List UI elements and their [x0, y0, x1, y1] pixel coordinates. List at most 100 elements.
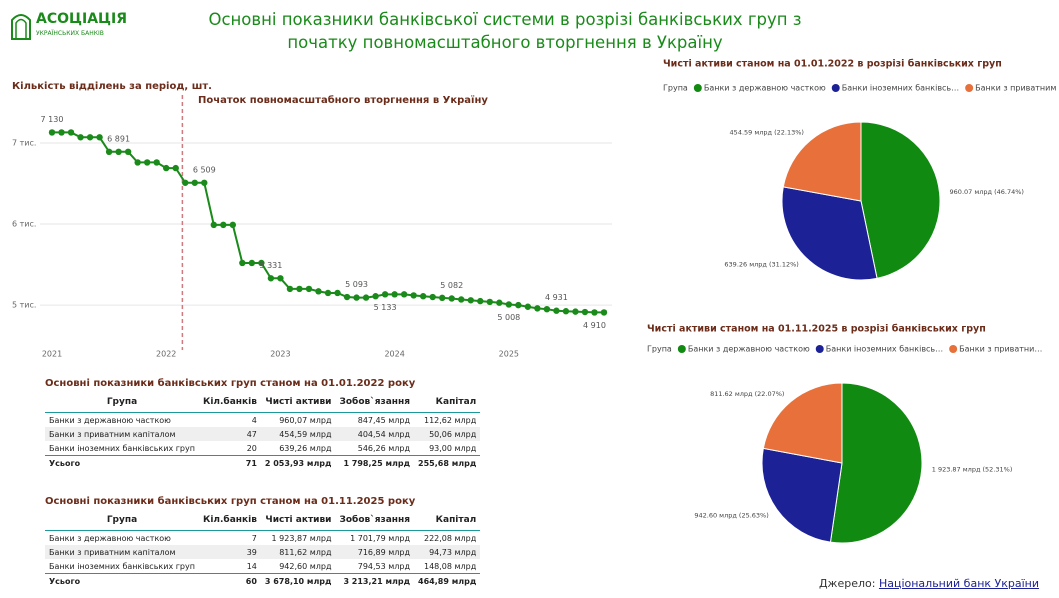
data-label: 6 891: [107, 134, 130, 143]
point: [353, 294, 360, 301]
point: [505, 301, 513, 308]
table-row: Банки іноземних банківських груп 14 942,60…: [45, 559, 480, 574]
page-title: Основні показники банківської системи в …: [208, 10, 802, 52]
data-label: 4 931: [545, 293, 568, 302]
annotation: Початок повномасштабного вторгнення в Ук…: [198, 94, 488, 106]
cell: 148,08 млрд: [423, 561, 477, 571]
point: [562, 308, 570, 315]
y-tick-label: 5 тис.: [12, 301, 36, 310]
table-title: Основні показники банківських груп стано…: [45, 496, 416, 507]
point: [372, 293, 379, 300]
cell: 3 678,10 млрд: [264, 576, 332, 586]
column-header: Кіл.банків: [202, 515, 257, 525]
x-tick-label: 2025: [499, 350, 519, 359]
cell: Усього: [49, 458, 81, 468]
cell: 942,60 млрд: [279, 561, 332, 571]
point: [448, 295, 455, 302]
legend-swatch: [965, 84, 974, 92]
point: [324, 289, 332, 297]
cell: Банки з приватним капіталом: [49, 547, 176, 557]
table: Група Кіл.банків Чисті активи Зобов`язання К…: [45, 510, 481, 589]
cell: Усього: [49, 576, 81, 586]
legend-title: Група: [647, 345, 672, 354]
slice: [860, 121, 941, 279]
point: [172, 164, 179, 172]
cell: 93,00 млрд: [429, 443, 477, 453]
cell: 47: [246, 429, 257, 439]
point: [496, 299, 503, 306]
cell: Банки іноземних банківських груп: [49, 443, 195, 453]
cell: 112,62 млрд: [423, 415, 477, 425]
x-tick-label: 2023: [270, 350, 290, 359]
point: [48, 129, 56, 136]
data-label: 6 509: [193, 165, 216, 174]
cell: 404,54 млрд: [357, 429, 411, 439]
cell: 7: [251, 533, 257, 543]
table-row: Банки з державною часткою 7 1 923,87 млрд 1…: [45, 531, 480, 546]
cell: Банки іноземних банківських груп: [49, 561, 195, 571]
cell: 1 798,25 млрд: [343, 458, 411, 468]
cell: 2 053,93 млрд: [264, 458, 332, 468]
data-label: 4 910: [583, 321, 606, 330]
total-row: Усього 60 3 678,10 млрд 3 213,21 млрд 464,89…: [45, 573, 481, 589]
point: [410, 292, 417, 299]
legend-label: Банки іноземних банківсь…: [842, 84, 959, 93]
cell: Банки з державною часткою: [49, 415, 171, 425]
legend-label: Банки з державною часткою: [688, 345, 810, 354]
point: [524, 303, 532, 310]
slice: [829, 382, 923, 544]
cell: 50,06 млрд: [429, 429, 477, 439]
y-tick-label: 6 тис.: [12, 220, 36, 229]
data-label: 960.07 млрд (46.74%): [950, 188, 1024, 196]
cell: 222,08 млрд: [423, 533, 477, 543]
point: [67, 129, 75, 136]
table-block: Основні показники банківських груп стано…: [45, 496, 481, 589]
point: [429, 293, 436, 301]
cell: 960,07 млрд: [279, 415, 332, 425]
cell: 71: [245, 458, 257, 468]
point: [467, 297, 474, 304]
point: [258, 259, 265, 267]
total-row: Усього 71 2 053,93 млрд 1 798,25 млрд 255,68…: [45, 455, 481, 471]
point: [267, 275, 275, 282]
cell: 454,59 млрд: [279, 429, 332, 439]
legend-swatch: [949, 345, 958, 353]
column-header: Капітал: [435, 515, 477, 525]
data-label: 5 331: [259, 261, 282, 270]
point: [334, 289, 341, 297]
point: [400, 291, 408, 298]
column-header: Група: [106, 515, 138, 525]
cell: 716,89 млрд: [357, 547, 411, 557]
legend-label: Банки з приватни…: [959, 345, 1042, 354]
source-link[interactable]: Національний банк України: [878, 577, 1039, 590]
point: [182, 179, 189, 186]
cell: Банки з приватним капіталом: [49, 429, 176, 439]
point: [572, 308, 579, 315]
point: [286, 285, 294, 293]
data-label: 942.60 млрд (25.63%): [694, 511, 768, 519]
point: [486, 298, 493, 306]
cell: 60: [245, 576, 257, 586]
legend-swatch: [693, 84, 702, 92]
logo-icon: [11, 14, 31, 40]
header-row: Група Кіл.банків Чисті активи Зобов`язання К…: [45, 510, 481, 531]
data-label: 1 923.87 млрд (52.31%): [932, 466, 1013, 474]
cell: Банки з державною часткою: [49, 533, 171, 543]
table-title: Основні показники банківських груп стано…: [45, 378, 416, 389]
legend-swatch: [831, 84, 840, 92]
cell: 39: [246, 547, 257, 557]
point: [220, 221, 227, 229]
point: [315, 288, 322, 295]
line-chart: Кількість відділень за період, шт. 5 тис.…: [12, 81, 612, 359]
logo: АСОЦІАЦІЯ УКРАЇНСЬКИХ БАНКІВ: [10, 10, 127, 42]
data-label: 5 093: [345, 280, 368, 289]
data-label: 639.26 млрд (31.12%): [724, 261, 798, 269]
logo-title: АСОЦІАЦІЯ: [36, 11, 128, 27]
header-row: Група Кіл.банків Чисті активи Зобов`язання К…: [45, 392, 481, 413]
chart-title: Чисті активи станом на 01.11.2025 в розр…: [647, 324, 986, 335]
data-label: 7 130: [41, 115, 64, 124]
point: [439, 294, 446, 302]
cell: 1 701,79 млрд: [350, 533, 411, 543]
point: [419, 293, 427, 300]
